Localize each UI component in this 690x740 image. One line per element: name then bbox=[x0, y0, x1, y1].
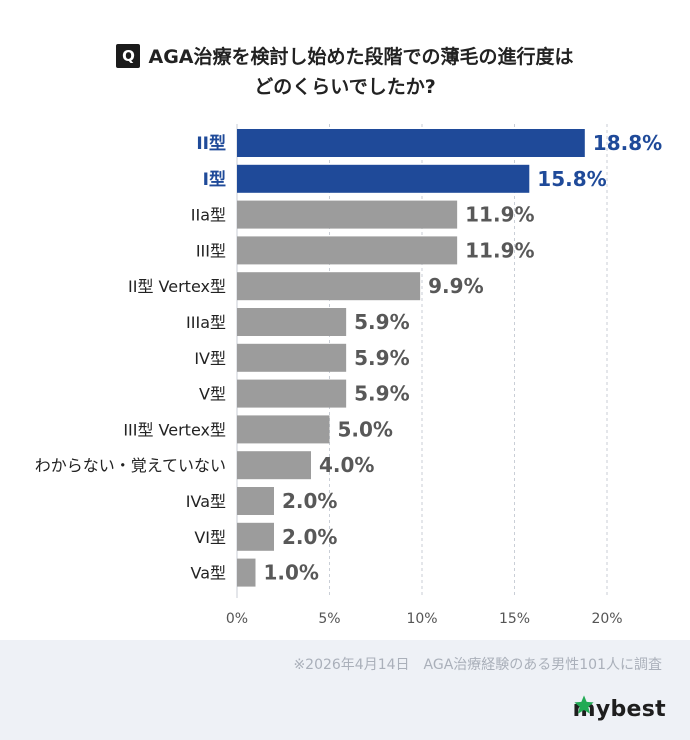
bar bbox=[237, 200, 458, 229]
x-tick-label: 20% bbox=[591, 611, 622, 627]
data-label: 5.9% bbox=[354, 382, 409, 406]
data-label: 11.9% bbox=[465, 203, 534, 227]
category-label: I型 bbox=[203, 169, 226, 190]
question-badge: Q bbox=[116, 44, 141, 68]
chart-title: Q AGA治療を検討し始めた段階での薄毛の進行度は どのくらいでしたか? bbox=[0, 42, 690, 102]
category-label: IIa型 bbox=[191, 206, 226, 225]
brand-logo: mybest bbox=[573, 694, 666, 724]
bar bbox=[237, 129, 585, 157]
title-line-1: Q AGA治療を検討し始めた段階での薄毛の進行度は bbox=[0, 42, 690, 72]
data-label: 5.9% bbox=[354, 346, 409, 370]
bar-chart: 0% 5% 10% 15% 20% II型 18.8% I型 15.8% IIa型 11.9% III… bbox=[35, 124, 662, 627]
category-label: IIIa型 bbox=[186, 313, 226, 332]
category-label: Va型 bbox=[190, 564, 226, 583]
category-label: II型 Vertex型 bbox=[128, 277, 226, 296]
bar bbox=[237, 236, 458, 265]
data-label: 15.8% bbox=[537, 167, 606, 191]
category-label: II型 bbox=[196, 133, 226, 154]
category-label: III型 bbox=[196, 241, 226, 260]
bar bbox=[237, 379, 347, 408]
x-tick-label: 5% bbox=[318, 611, 340, 627]
category-label: VI型 bbox=[194, 528, 226, 547]
x-tick-label: 0% bbox=[226, 611, 248, 627]
bar bbox=[237, 451, 311, 480]
x-tick-label: 15% bbox=[499, 611, 530, 627]
bar bbox=[237, 272, 421, 301]
star-icon bbox=[574, 695, 594, 714]
data-label: 11.9% bbox=[465, 238, 534, 262]
bar bbox=[237, 164, 530, 193]
category-label: IV型 bbox=[194, 349, 226, 368]
bar bbox=[237, 415, 330, 444]
category-label: わからない・覚えていない bbox=[35, 456, 226, 475]
bar bbox=[237, 308, 347, 336]
title-text-1: AGA治療を検討し始めた段階での薄毛の進行度は bbox=[148, 46, 574, 68]
data-label: 9.9% bbox=[428, 274, 483, 298]
category-label: III型 Vertex型 bbox=[123, 420, 226, 439]
data-label: 2.0% bbox=[282, 525, 337, 549]
data-label: 1.0% bbox=[264, 561, 319, 585]
data-label: 18.8% bbox=[593, 131, 662, 155]
x-tick-label: 10% bbox=[406, 611, 437, 627]
survey-footnote: ※2026年4月14日 AGA治療経験のある男性101人に調査 bbox=[293, 657, 662, 673]
data-label: 5.0% bbox=[338, 417, 393, 441]
bar bbox=[237, 558, 256, 587]
bar bbox=[237, 522, 274, 551]
bar bbox=[237, 343, 347, 372]
data-label: 5.9% bbox=[354, 310, 409, 334]
category-label: V型 bbox=[199, 385, 226, 404]
data-label: 2.0% bbox=[282, 489, 337, 513]
chart-card: Q AGA治療を検討し始めた段階での薄毛の進行度は どのくらいでしたか? 0% 5%… bbox=[0, 0, 690, 640]
title-line-2: どのくらいでしたか? bbox=[254, 76, 436, 98]
data-label: 4.0% bbox=[319, 453, 374, 477]
bar bbox=[237, 487, 274, 515]
category-label: IVa型 bbox=[186, 492, 226, 511]
